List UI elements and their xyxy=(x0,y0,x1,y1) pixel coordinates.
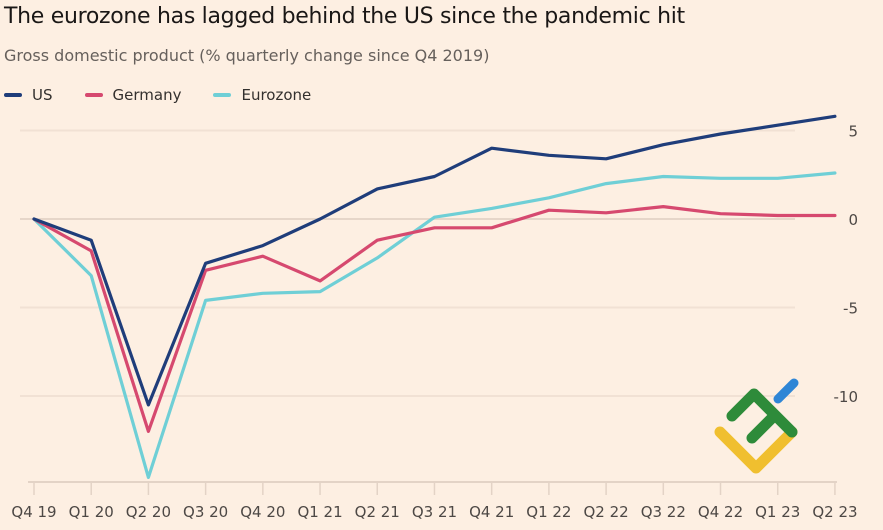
series-line-eurozone xyxy=(32,171,837,479)
x-tick-label: Q2 23 xyxy=(812,503,857,521)
x-tick-label: Q1 23 xyxy=(755,503,800,521)
series-line-germany xyxy=(32,205,837,433)
series-line-us xyxy=(32,114,837,407)
logo-green-chevron xyxy=(726,388,798,438)
legend: US Germany Eurozone xyxy=(4,86,343,104)
logo-green-bar xyxy=(746,412,778,444)
logo-blue-bar xyxy=(773,378,799,404)
x-tick-label: Q4 21 xyxy=(469,503,514,521)
y-tick-label: -5 xyxy=(843,300,858,318)
x-tick-label: Q4 19 xyxy=(11,503,56,521)
y-tick-label: 5 xyxy=(848,123,858,141)
x-tick-label: Q2 20 xyxy=(126,503,171,521)
x-tick-label: Q3 20 xyxy=(183,503,228,521)
legend-swatch-germany xyxy=(84,93,103,97)
legend-item-us: US xyxy=(4,86,53,104)
gridlines xyxy=(20,129,795,397)
x-axis: Q4 19 Q1 20 Q2 20 Q3 20 Q4 20 Q1 21 Q2 21 Q3 21… xyxy=(11,481,858,521)
y-tick-label: 0 xyxy=(848,211,858,229)
x-tick-label: Q1 20 xyxy=(69,503,114,521)
chart-title: The eurozone has lagged behind the US si… xyxy=(4,4,685,29)
legend-label-us: US xyxy=(32,86,53,104)
legend-swatch-us xyxy=(4,93,22,97)
y-axis: 5 0 -5 -10 xyxy=(834,123,859,407)
legend-swatch-eurozone xyxy=(213,93,232,97)
x-tick-label: Q1 21 xyxy=(297,503,342,521)
legend-label-eurozone: Eurozone xyxy=(241,86,312,104)
x-tick-label: Q4 20 xyxy=(240,503,285,521)
chart-subtitle: Gross domestic product (% quarterly chan… xyxy=(4,46,490,65)
x-tick-label: Q1 22 xyxy=(526,503,571,521)
series-lines xyxy=(32,114,837,479)
x-tick-label: Q3 21 xyxy=(412,503,457,521)
legend-label-germany: Germany xyxy=(112,86,182,104)
legend-item-eurozone: Eurozone xyxy=(213,86,311,104)
logo-yellow-chevron xyxy=(714,426,798,474)
x-tick-label: Q3 22 xyxy=(641,503,686,521)
legend-item-germany: Germany xyxy=(84,86,182,104)
x-tick-label: Q4 22 xyxy=(698,503,743,521)
y-tick-label: -10 xyxy=(834,388,859,406)
x-tick-label: Q2 21 xyxy=(355,503,400,521)
x-tick-label: Q2 22 xyxy=(583,503,628,521)
broker-logo-icon xyxy=(714,378,799,474)
